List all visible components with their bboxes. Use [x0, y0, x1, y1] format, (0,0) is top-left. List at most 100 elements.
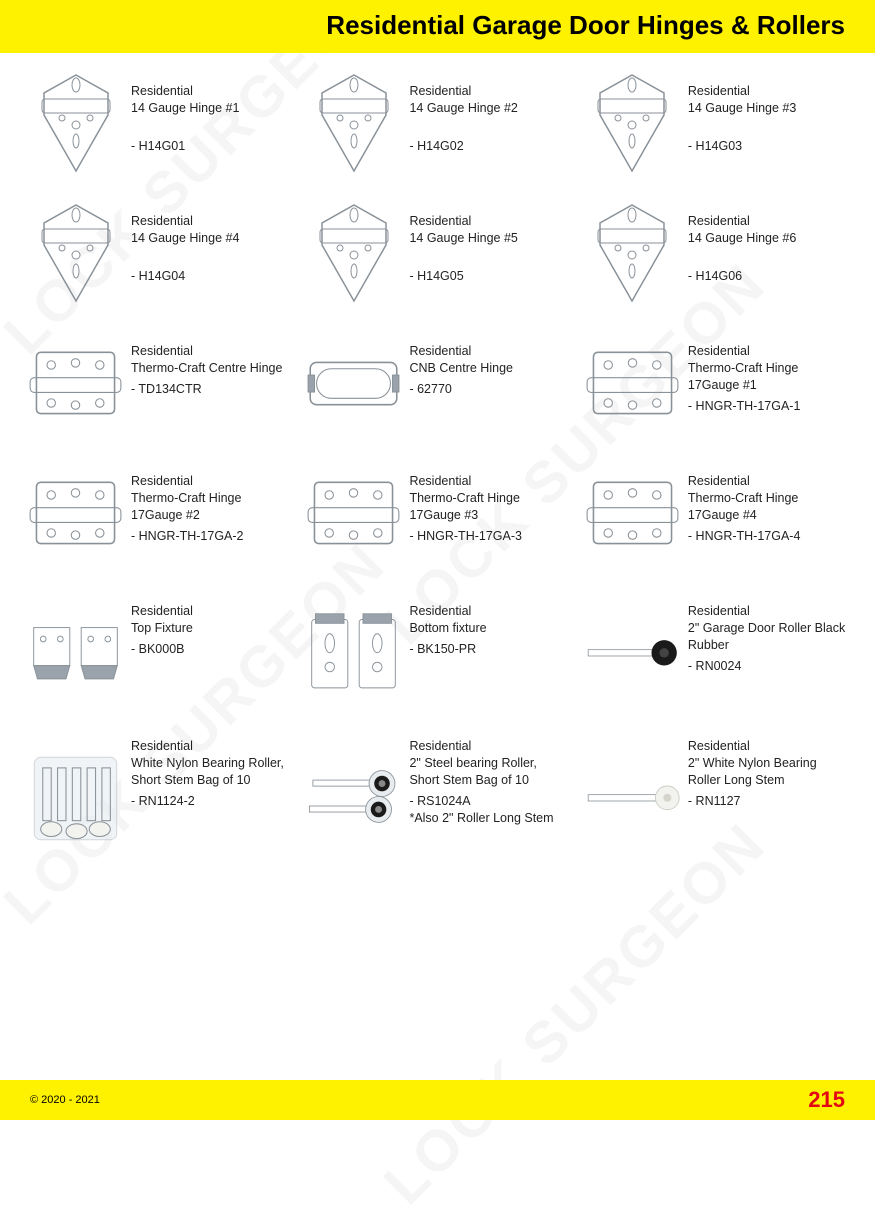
copyright-text: © 2020 - 2021 — [30, 1094, 100, 1106]
product-sku: - HNGR-TH-17GA-3 — [409, 528, 568, 545]
product-desc: Residential Thermo-Craft Hinge 17Gauge #… — [688, 463, 847, 545]
product-cell: Residential 14 Gauge Hinge #6 - H14G06 — [585, 203, 847, 303]
product-name: Thermo-Craft Centre Hinge — [131, 360, 282, 377]
product-name: Top Fixture — [131, 620, 193, 637]
product-name: 2" Garage Door Roller Black Rubber — [688, 620, 847, 654]
product-cell: Residential 14 Gauge Hinge #5 - H14G05 — [306, 203, 568, 303]
product-name: Thermo-Craft Hinge 17Gauge #4 — [688, 490, 847, 524]
product-image-icon — [585, 463, 680, 563]
product-sku: - H14G05 — [409, 268, 517, 285]
product-row: Residential 14 Gauge Hinge #1 - H14G01 R… — [28, 73, 847, 173]
watermark-text: LOCK SURGEON — [371, 810, 779, 1217]
product-cell: Residential 2" Garage Door Roller Black … — [585, 593, 847, 713]
product-category: Residential — [409, 213, 517, 230]
product-row: Residential Thermo-Craft Hinge 17Gauge #… — [28, 463, 847, 563]
product-row: Residential Thermo-Craft Centre Hinge - … — [28, 333, 847, 433]
product-sku: - BK150-PR — [409, 641, 486, 658]
product-category: Residential — [688, 343, 847, 360]
product-image-icon — [306, 203, 401, 303]
product-image-icon — [306, 73, 401, 173]
product-desc: Residential 14 Gauge Hinge #3 - H14G03 — [688, 73, 796, 155]
product-image-icon — [306, 738, 401, 858]
page-header: Residential Garage Door Hinges & Rollers — [0, 0, 875, 53]
page-number: 215 — [808, 1087, 845, 1113]
product-category: Residential — [131, 83, 239, 100]
product-cell: Residential 14 Gauge Hinge #2 - H14G02 — [306, 73, 568, 173]
product-category: Residential — [409, 738, 568, 755]
product-category: Residential — [688, 603, 847, 620]
product-cell: Residential Top Fixture - BK000B — [28, 593, 290, 713]
product-image-icon — [585, 593, 680, 713]
product-image-icon — [28, 203, 123, 303]
product-desc: Residential Top Fixture - BK000B — [131, 593, 193, 658]
page-footer: © 2020 - 2021 215 — [0, 1080, 875, 1120]
product-category: Residential — [688, 213, 796, 230]
product-image-icon — [585, 73, 680, 173]
product-category: Residential — [131, 473, 290, 490]
product-sku: - RN0024 — [688, 658, 847, 675]
product-category: Residential — [131, 603, 193, 620]
product-sku: - H14G06 — [688, 268, 796, 285]
product-image-icon — [585, 333, 680, 433]
product-desc: Residential Thermo-Craft Centre Hinge - … — [131, 333, 282, 398]
product-name: 2" White Nylon Bearing Roller Long Stem — [688, 755, 847, 789]
product-desc: Residential 2" Garage Door Roller Black … — [688, 593, 847, 675]
product-cell: Residential 14 Gauge Hinge #1 - H14G01 — [28, 73, 290, 173]
product-image-icon — [28, 73, 123, 173]
product-name: 14 Gauge Hinge #6 — [688, 230, 796, 247]
product-image-icon — [28, 738, 123, 858]
product-image-icon — [306, 593, 401, 713]
product-category: Residential — [131, 213, 239, 230]
product-grid: Residential 14 Gauge Hinge #1 - H14G01 R… — [0, 53, 875, 868]
product-category: Residential — [688, 473, 847, 490]
product-sku: - H14G03 — [688, 138, 796, 155]
product-category: Residential — [409, 473, 568, 490]
product-desc: Residential 14 Gauge Hinge #1 - H14G01 — [131, 73, 239, 155]
product-name: Thermo-Craft Hinge 17Gauge #2 — [131, 490, 290, 524]
product-desc: Residential Thermo-Craft Hinge 17Gauge #… — [409, 463, 568, 545]
product-name: Thermo-Craft Hinge 17Gauge #3 — [409, 490, 568, 524]
product-category: Residential — [409, 343, 513, 360]
product-category: Residential — [688, 738, 847, 755]
product-category: Residential — [688, 83, 796, 100]
product-desc: Residential White Nylon Bearing Roller, … — [131, 738, 290, 810]
product-sku: - H14G02 — [409, 138, 517, 155]
product-category: Residential — [409, 603, 486, 620]
product-name: White Nylon Bearing Roller, Short Stem B… — [131, 755, 290, 789]
product-image-icon — [585, 738, 680, 858]
product-cell: Residential 14 Gauge Hinge #3 - H14G03 — [585, 73, 847, 173]
product-name: 14 Gauge Hinge #3 — [688, 100, 796, 117]
product-image-icon — [306, 463, 401, 563]
product-desc: Residential 14 Gauge Hinge #2 - H14G02 — [409, 73, 517, 155]
product-row: Residential Top Fixture - BK000B Residen… — [28, 593, 847, 713]
product-name: 14 Gauge Hinge #5 — [409, 230, 517, 247]
product-desc: Residential Thermo-Craft Hinge 17Gauge #… — [688, 333, 847, 415]
product-cell: Residential Bottom fixture - BK150-PR — [306, 593, 568, 713]
product-desc: Residential 14 Gauge Hinge #6 - H14G06 — [688, 203, 796, 285]
product-sku: - HNGR-TH-17GA-4 — [688, 528, 847, 545]
product-cell: Residential 2" Steel bearing Roller, Sho… — [306, 738, 568, 858]
product-sku: - H14G01 — [131, 138, 239, 155]
product-desc: Residential 2" White Nylon Bearing Rolle… — [688, 738, 847, 810]
product-desc: Residential 14 Gauge Hinge #4 - H14G04 — [131, 203, 239, 285]
product-sku: - H14G04 — [131, 268, 239, 285]
product-name: CNB Centre Hinge — [409, 360, 513, 377]
product-desc: Residential Bottom fixture - BK150-PR — [409, 593, 486, 658]
product-cell: Residential White Nylon Bearing Roller, … — [28, 738, 290, 858]
product-desc: Residential 2" Steel bearing Roller, Sho… — [409, 738, 568, 826]
product-cell: Residential CNB Centre Hinge - 62770 — [306, 333, 568, 433]
product-desc: Residential CNB Centre Hinge - 62770 — [409, 333, 513, 398]
product-category: Residential — [131, 343, 282, 360]
product-sku: - BK000B — [131, 641, 193, 658]
product-image-icon — [28, 463, 123, 563]
product-cell: Residential Thermo-Craft Hinge 17Gauge #… — [28, 463, 290, 563]
product-name: 14 Gauge Hinge #4 — [131, 230, 239, 247]
product-image-icon — [28, 593, 123, 713]
product-cell: Residential 14 Gauge Hinge #4 - H14G04 — [28, 203, 290, 303]
product-sku: - HNGR-TH-17GA-2 — [131, 528, 290, 545]
product-desc: Residential Thermo-Craft Hinge 17Gauge #… — [131, 463, 290, 545]
product-cell: Residential Thermo-Craft Hinge 17Gauge #… — [585, 333, 847, 433]
product-desc: Residential 14 Gauge Hinge #5 - H14G05 — [409, 203, 517, 285]
product-note: *Also 2" Roller Long Stem — [409, 810, 568, 827]
product-sku: - RN1124-2 — [131, 793, 290, 810]
